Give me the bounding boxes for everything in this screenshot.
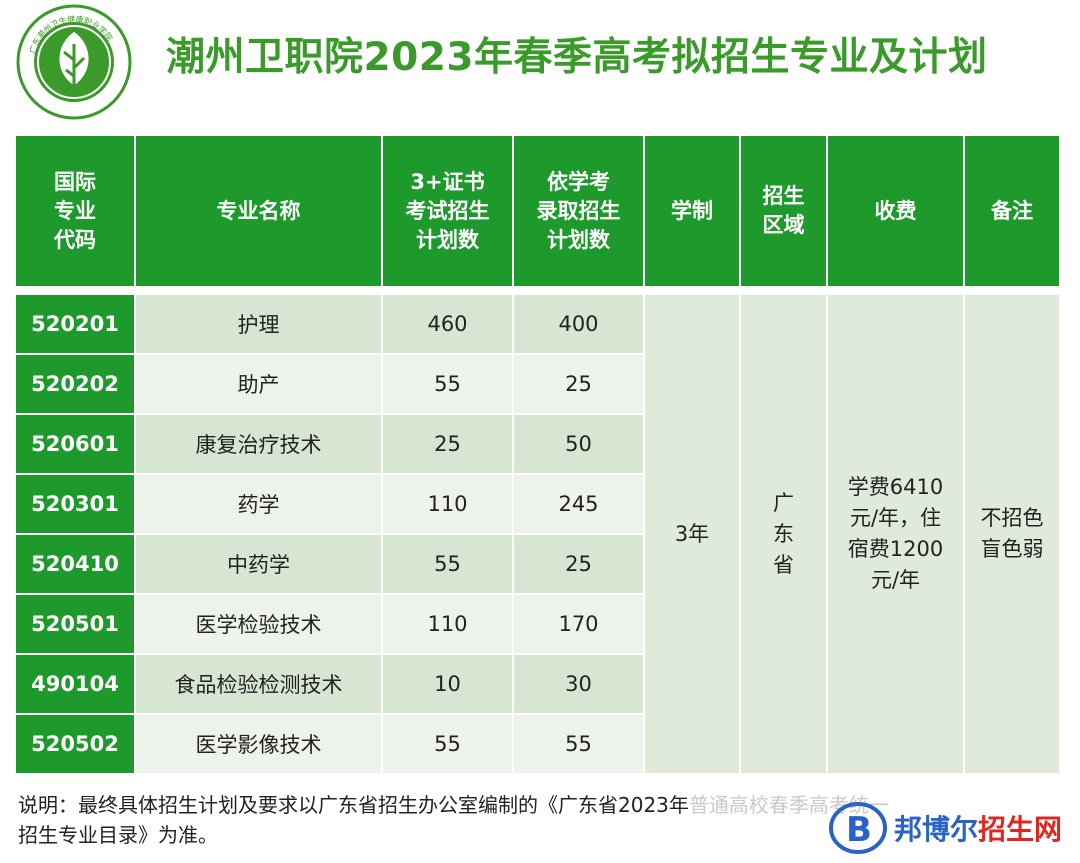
major-code: 520301	[14, 473, 136, 535]
major-name: 食品检验检测技术	[134, 653, 383, 715]
table-row: 520502 医学影像技术 55 55	[14, 713, 1060, 775]
major-code: 520501	[14, 593, 136, 655]
remark-cell: 不招色 盲色弱	[963, 293, 1061, 775]
duration-cell: 3年	[643, 293, 741, 775]
cert-quota: 460	[381, 293, 514, 355]
header-code: 国际 专业 代码	[14, 134, 136, 288]
watermark-text: 邦博尔招生网	[894, 813, 1063, 846]
major-code: 490104	[14, 653, 136, 715]
table-row: 520301 药学 110 245	[14, 473, 1060, 535]
xuekao-quota: 400	[512, 293, 645, 355]
major-name: 中药学	[134, 533, 383, 595]
cert-quota: 55	[381, 353, 514, 415]
cert-quota: 55	[381, 713, 514, 775]
header-region: 招生 区域	[739, 134, 828, 288]
cert-quota: 110	[381, 473, 514, 535]
table-row: 490104 食品检验检测技术 10 30	[14, 653, 1060, 715]
xuekao-quota: 30	[512, 653, 645, 715]
cert-quota: 25	[381, 413, 514, 475]
table-row: 520410 中药学 55 25	[14, 533, 1060, 595]
college-logo: 广东潮州卫生健康职业学院	[16, 4, 132, 120]
xuekao-quota: 170	[512, 593, 645, 655]
region-cell: 广 东 省	[739, 293, 828, 775]
header-xuekao-quota: 依学考 录取招生 计划数	[512, 134, 645, 288]
footnote: 说明：最终具体招生计划及要求以广东省招生办公室编制的《广东省2023年普通高校春…	[18, 790, 1068, 850]
footnote-line2: 招生专业目录》为准。	[18, 823, 218, 847]
header-fee: 收费	[826, 134, 965, 288]
watermark: B 邦博尔招生网	[828, 800, 1078, 856]
svg-text:B: B	[846, 810, 872, 850]
header-major-name: 专业名称	[134, 134, 383, 288]
table-row: 520202 助产 55 25	[14, 353, 1060, 415]
major-code: 520410	[14, 533, 136, 595]
major-code: 520202	[14, 353, 136, 415]
major-code: 520502	[14, 713, 136, 775]
cert-quota: 110	[381, 593, 514, 655]
fee-cell: 学费6410 元/年，住 宿费1200 元/年	[826, 293, 965, 775]
major-code: 520201	[14, 293, 136, 355]
xuekao-quota: 25	[512, 533, 645, 595]
major-name: 护理	[134, 293, 383, 355]
footnote-line1: 说明：最终具体招生计划及要求以广东省招生办公室编制的《广东省2023年	[18, 793, 689, 817]
table-row: 520201 护理 460 400 3年 广 东 省 学费6410 元/年，住 …	[14, 293, 1061, 775]
major-code: 520601	[14, 413, 136, 475]
major-name: 康复治疗技术	[134, 413, 383, 475]
major-name: 医学检验技术	[134, 593, 383, 655]
xuekao-quota: 25	[512, 353, 645, 415]
cert-quota: 10	[381, 653, 514, 715]
xuekao-quota: 55	[512, 713, 645, 775]
watermark-logo-icon: B	[829, 802, 887, 854]
major-name: 助产	[134, 353, 383, 415]
major-name: 医学影像技术	[134, 713, 383, 775]
header-cert-quota: 3+证书 考试招生 计划数	[381, 134, 514, 288]
xuekao-quota: 50	[512, 413, 645, 475]
major-name: 药学	[134, 473, 383, 535]
table-row: 520601 康复治疗技术 25 50	[14, 413, 1060, 475]
page-title: 潮州卫职院2023年春季高考拟招生专业及计划	[166, 35, 988, 80]
table-header-row: 国际 专业 代码 专业名称 3+证书 考试招生 计划数 依学考 录取招生 计划数…	[14, 134, 1061, 288]
table-row: 520501 医学检验技术 110 170	[14, 593, 1060, 655]
header-remark: 备注	[963, 134, 1061, 288]
header-duration: 学制	[643, 134, 741, 288]
cert-quota: 55	[381, 533, 514, 595]
enrollment-plan-table: 国际 专业 代码 专业名称 3+证书 考试招生 计划数 依学考 录取招生 计划数…	[14, 134, 1061, 775]
xuekao-quota: 245	[512, 473, 645, 535]
